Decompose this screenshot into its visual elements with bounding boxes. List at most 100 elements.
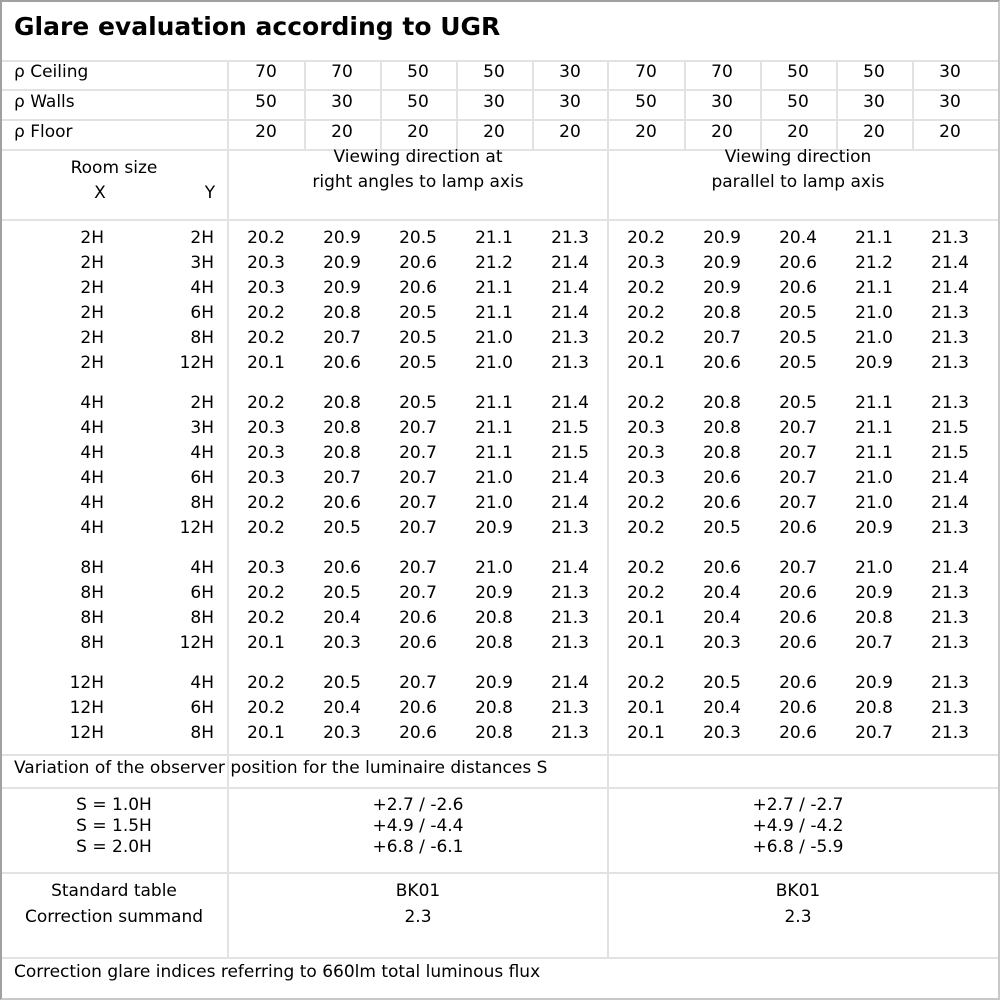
ugr-value: 20.1 [627,698,665,718]
reflectance-value: 20 [331,122,353,142]
divider [304,60,306,149]
ugr-value: 21.3 [551,723,589,743]
room-x: 2H [80,228,104,248]
ugr-value: 21.1 [475,303,513,323]
ugr-value: 20.7 [855,633,893,653]
reflectance-value: 20 [863,122,885,142]
room-x: 4H [80,418,104,438]
reflectance-value: 30 [559,62,581,82]
divider [2,119,998,121]
ugr-value: 21.3 [931,698,969,718]
ugr-value: 21.1 [855,278,893,298]
room-y: 6H [190,468,214,488]
page-title: Glare evaluation according to UGR [14,12,501,41]
reflectance-value: 30 [711,92,733,112]
ugr-value: 20.1 [627,723,665,743]
ugr-value: 21.3 [931,723,969,743]
ugr-value: 21.3 [551,328,589,348]
divider [2,872,998,874]
ugr-value: 21.0 [475,468,513,488]
ugr-value: 20.3 [703,633,741,653]
ugr-value: 20.6 [323,558,361,578]
ugr-value: 20.2 [627,583,665,603]
crosswise-variation: +4.9 / -4.4 [372,816,464,836]
reflectance-value: 30 [863,92,885,112]
ugr-value: 20.2 [247,328,285,348]
ugr-value: 20.7 [399,468,437,488]
ugr-value: 20.3 [247,253,285,273]
ugr-value: 20.5 [779,393,817,413]
ugr-value: 21.1 [475,278,513,298]
ugr-value: 20.3 [627,443,665,463]
ugr-value: 20.5 [779,328,817,348]
room-x: 4H [80,393,104,413]
ugr-value: 20.6 [399,698,437,718]
ugr-value: 21.4 [931,493,969,513]
ugr-value: 20.9 [703,278,741,298]
ugr-value: 20.1 [247,353,285,373]
reflectance-value: 20 [787,122,809,142]
reflectance-value: 50 [787,92,809,112]
divider [2,60,998,62]
ugr-value: 21.0 [475,353,513,373]
ugr-value: 20.6 [399,278,437,298]
ugr-value: 20.3 [247,558,285,578]
ugr-value: 21.5 [551,418,589,438]
ugr-value: 20.5 [323,583,361,603]
ugr-value: 20.7 [855,723,893,743]
ugr-value: 21.4 [551,558,589,578]
divider [2,219,998,221]
ugr-value: 20.6 [703,493,741,513]
room-x: 2H [80,353,104,373]
crosswise-standard-table: BK01 [395,881,441,901]
endwise-standard-table: BK01 [775,881,821,901]
ugr-value: 20.7 [779,418,817,438]
ugr-value: 20.2 [247,583,285,603]
ugr-value: 20.2 [247,518,285,538]
divider [2,89,998,91]
endwise-variation: +2.7 / -2.7 [752,795,844,815]
ugr-value: 20.6 [779,698,817,718]
room-y: 8H [190,328,214,348]
reflectance-value: 30 [559,92,581,112]
ugr-value: 20.8 [323,443,361,463]
ugr-value: 21.1 [855,418,893,438]
divider [912,60,914,149]
ugr-value: 20.7 [779,468,817,488]
crosswise-header-line2: right angles to lamp axis [312,172,524,192]
ugr-value: 20.9 [323,278,361,298]
ugr-value: 21.3 [551,353,589,373]
ugr-value: 20.5 [779,303,817,323]
reflectance-value: 50 [483,62,505,82]
room-y: 4H [190,558,214,578]
ugr-value: 21.4 [931,558,969,578]
ugr-value: 21.4 [551,253,589,273]
room-y: 8H [190,493,214,513]
ugr-value: 21.4 [551,278,589,298]
reflectance-value: 50 [407,62,429,82]
ugr-value: 20.3 [247,278,285,298]
ugr-value: 21.3 [931,303,969,323]
ugr-value: 20.1 [627,608,665,628]
divider [2,754,998,756]
room-y: 4H [190,278,214,298]
ugr-value: 21.4 [551,393,589,413]
crosswise-variation: +6.8 / -6.1 [372,837,464,857]
ugr-value: 20.9 [323,228,361,248]
ugr-value: 20.6 [703,468,741,488]
ugr-value: 20.2 [627,558,665,578]
ugr-value: 20.5 [703,518,741,538]
divider [227,60,229,957]
ugr-value: 20.7 [779,558,817,578]
ugr-value: 20.9 [855,518,893,538]
ugr-value: 21.3 [551,633,589,653]
endwise-variation: +4.9 / -4.2 [752,816,844,836]
ugr-value: 20.3 [627,253,665,273]
ugr-value: 20.9 [855,583,893,603]
ugr-value: 21.3 [931,583,969,603]
spacing-label: S = 1.5H [76,816,152,836]
divider [532,60,534,149]
reflectance-label: ρ Floor [14,122,73,142]
ugr-value: 20.6 [703,558,741,578]
room-y: 4H [190,673,214,693]
